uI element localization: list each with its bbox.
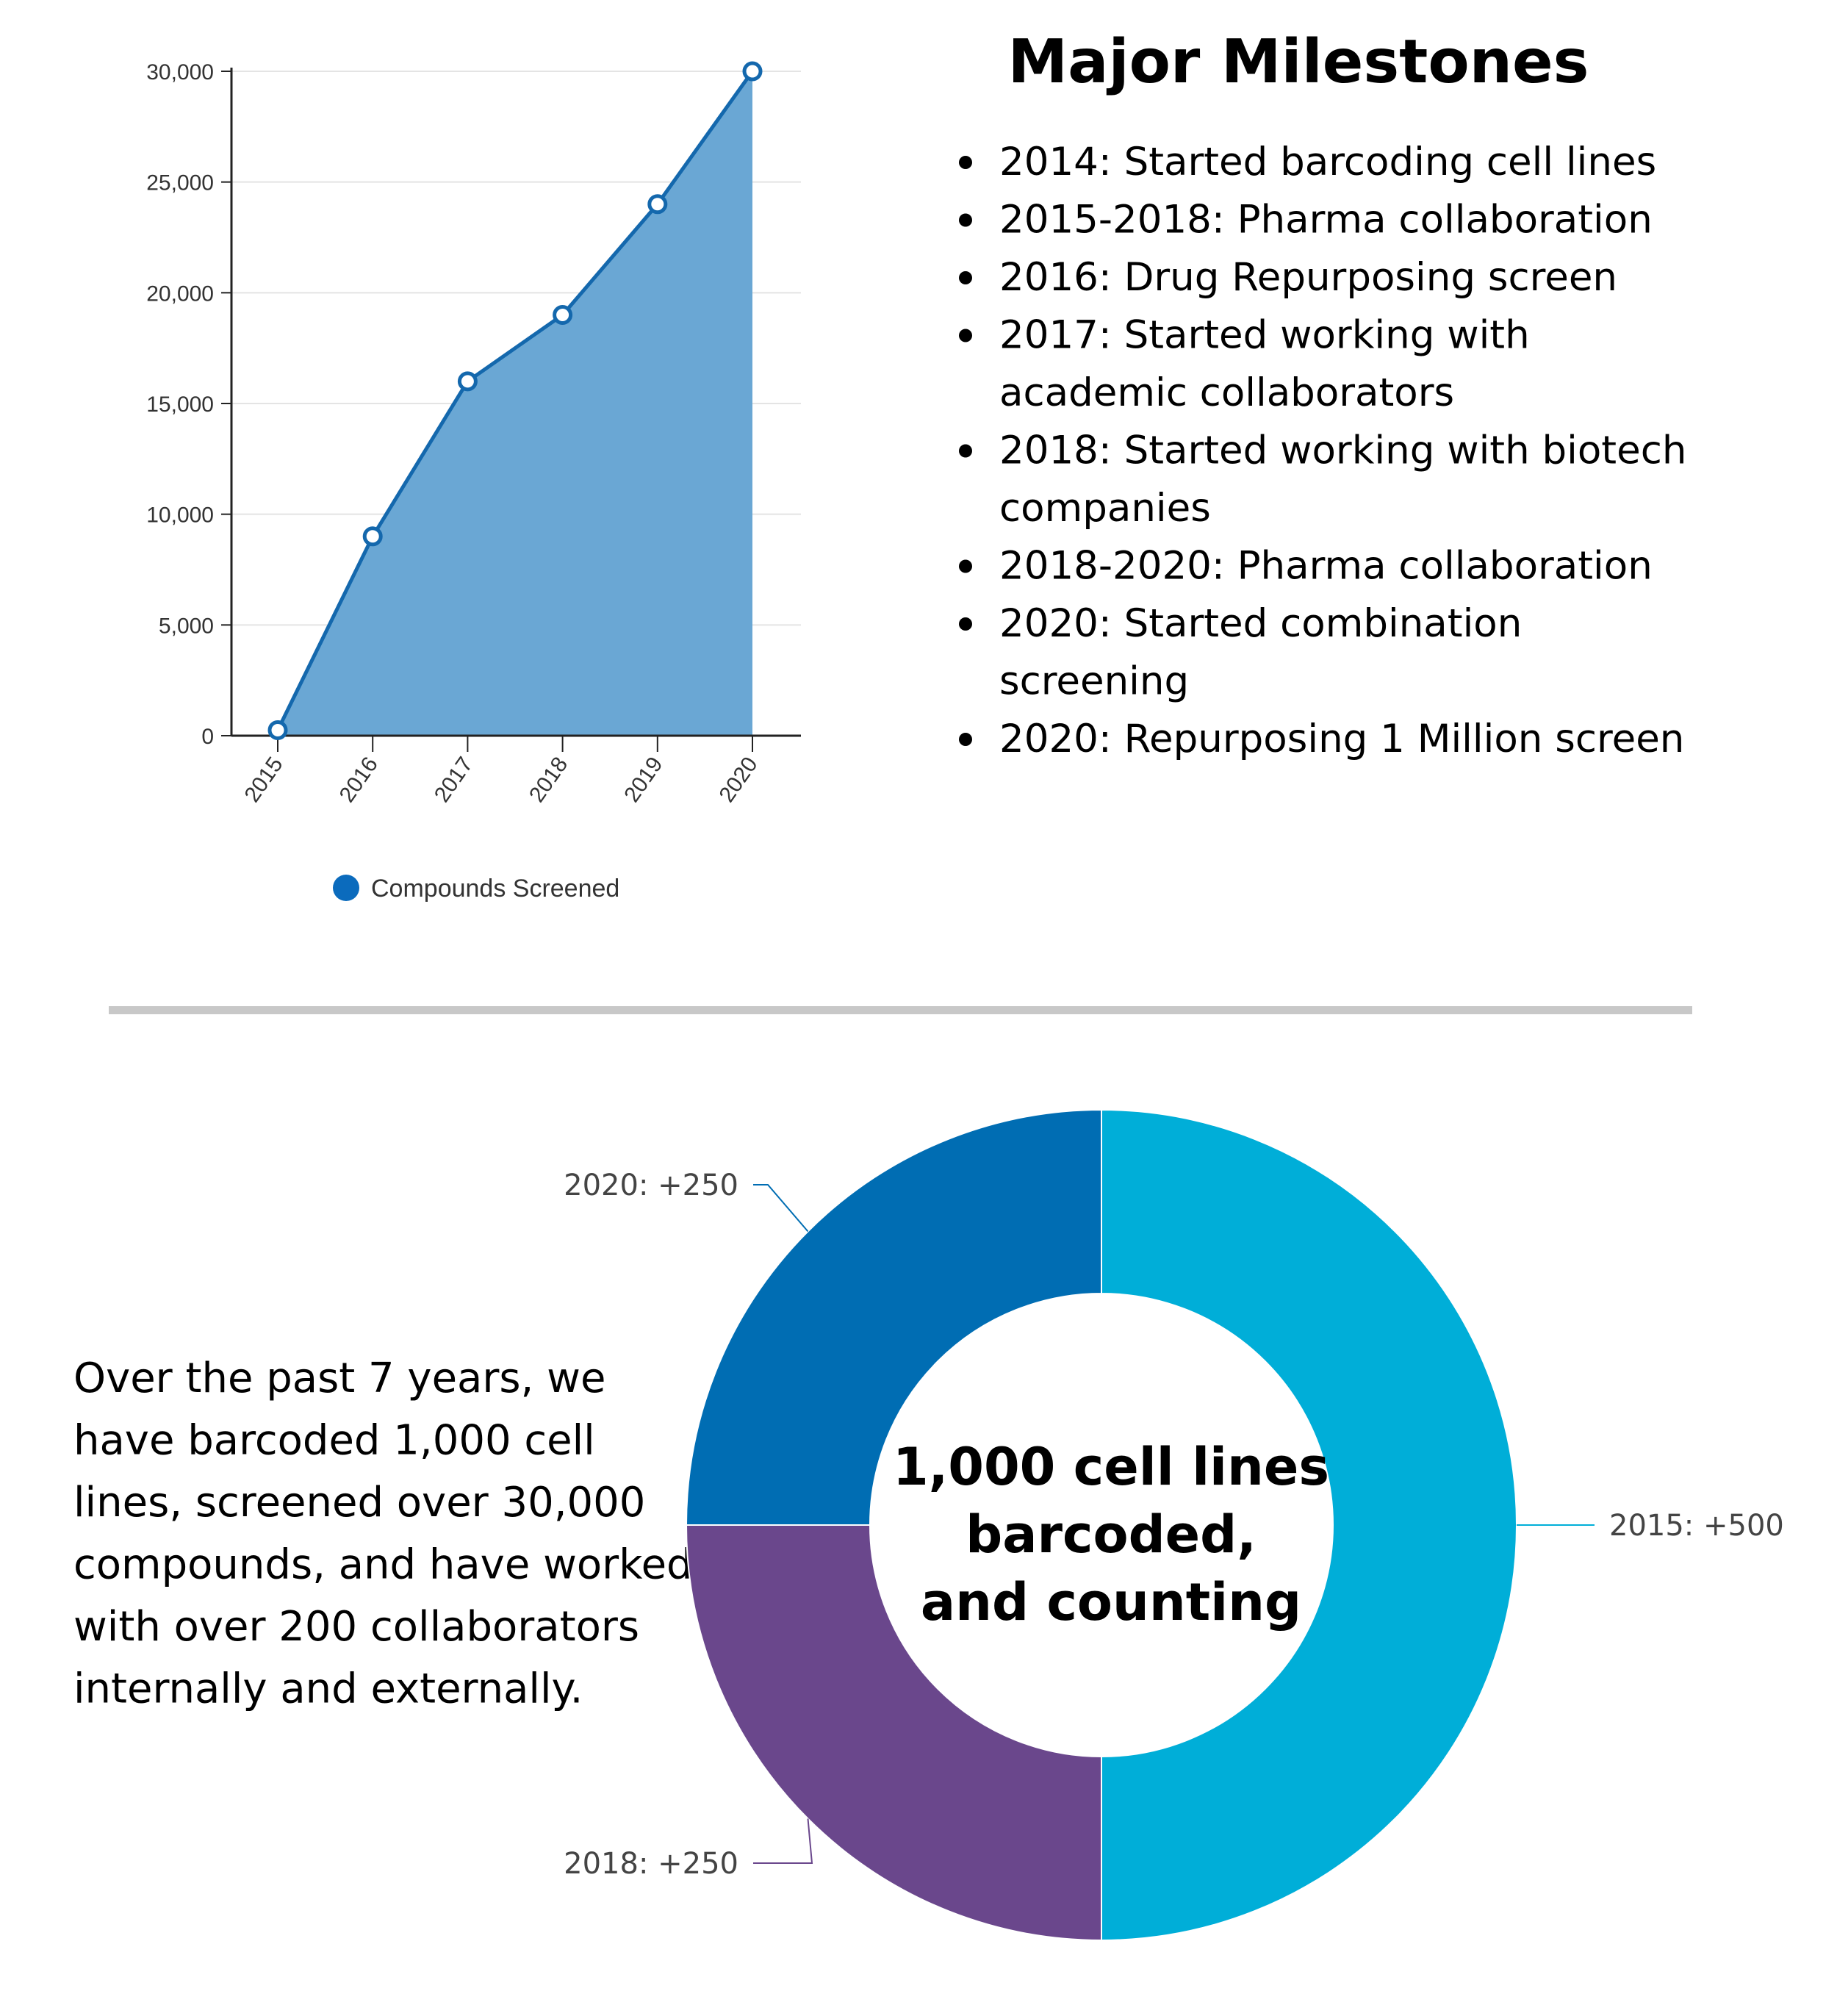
summary-text: Over the past 7 years, we have barcoded 1…	[73, 1355, 693, 1713]
donut-slice	[685, 1108, 1102, 1526]
milestone-item: 2014: Started barcoding cell lines	[999, 140, 1656, 184]
y-tick-label: 0	[201, 725, 214, 749]
milestone-item: 2017: Started working with	[999, 313, 1530, 358]
cell-lines-donut-chart: 2015: +500 2018: +250 2020: +250 1,000 cell…	[564, 1108, 1784, 1942]
x-tick-label: 2018	[525, 753, 572, 807]
x-tick-label: 2016	[335, 753, 383, 807]
y-tick-label: 15,000	[146, 392, 214, 417]
x-tick-label: 2017	[430, 753, 478, 807]
summary-line: compounds, and have worked	[73, 1541, 693, 1589]
bullet-icon	[959, 156, 972, 169]
milestone-item: 2015-2018: Pharma collaboration	[999, 198, 1653, 243]
milestone-item: 2016: Drug Repurposing screen	[999, 255, 1617, 300]
bullet-icon	[959, 271, 972, 284]
bullet-icon	[959, 329, 972, 342]
y-tick-label: 20,000	[146, 281, 214, 306]
donut-center-text: and counting	[921, 1572, 1301, 1632]
milestones-panel: Major Milestones 2014: Started barcoding …	[959, 27, 1686, 761]
donut-center-text: 1,000 cell lines	[893, 1437, 1329, 1497]
y-tick-label: 25,000	[146, 171, 214, 195]
slice-label: 2015: +500	[1609, 1509, 1784, 1543]
data-point	[457, 371, 478, 392]
x-tick-label: 2019	[619, 753, 667, 807]
donut-slice	[1101, 1108, 1517, 1942]
label-leader-line	[753, 1818, 813, 1864]
data-point	[267, 720, 288, 740]
legend-marker	[333, 875, 359, 901]
milestone-item: 2018-2020: Pharma collaboration	[999, 544, 1653, 589]
data-point	[647, 194, 668, 215]
y-tick-label: 10,000	[146, 503, 214, 528]
slice-label: 2020: +250	[564, 1169, 738, 1202]
slice-label: 2018: +250	[564, 1847, 738, 1881]
summary-line: lines, screened over 30,000	[73, 1479, 645, 1527]
summary-line: internally and externally.	[73, 1665, 583, 1713]
y-tick-label: 30,000	[146, 60, 214, 85]
summary-line: with over 200 collaborators	[73, 1603, 639, 1651]
data-point	[742, 61, 763, 82]
milestone-item: screening	[999, 659, 1189, 704]
y-tick-label: 5,000	[159, 614, 214, 638]
milestone-item: academic collaborators	[999, 370, 1454, 415]
legend-label: Compounds Screened	[371, 875, 619, 903]
bullet-icon	[959, 617, 972, 631]
x-tick-label: 2020	[714, 753, 762, 807]
milestones-title: Major Milestones	[1008, 27, 1589, 97]
data-point	[362, 526, 383, 547]
donut-slice	[685, 1524, 1102, 1942]
area-fill	[278, 71, 752, 736]
milestone-item: companies	[999, 486, 1211, 531]
data-point	[553, 304, 573, 325]
milestone-item: 2020: Repurposing 1 Million screen	[999, 717, 1684, 761]
compounds-area-chart: 0 5,000 10,000 15,000 20,000 25,000 30,000 2015…	[146, 60, 801, 903]
bullet-icon	[959, 213, 972, 227]
donut-center-text: barcoded,	[966, 1504, 1257, 1565]
label-leader-line	[753, 1184, 809, 1233]
summary-line: have barcoded 1,000 cell	[73, 1417, 595, 1465]
x-tick-label: 2015	[240, 753, 287, 807]
milestone-item: 2020: Started combination	[999, 601, 1522, 646]
series-line	[276, 70, 755, 731]
bullet-icon	[959, 559, 972, 573]
bullet-icon	[959, 444, 972, 458]
summary-line: Over the past 7 years, we	[73, 1355, 605, 1402]
milestone-item: 2018: Started working with biotech	[999, 428, 1686, 473]
bullet-icon	[959, 733, 972, 746]
section-divider	[109, 1006, 1692, 1014]
